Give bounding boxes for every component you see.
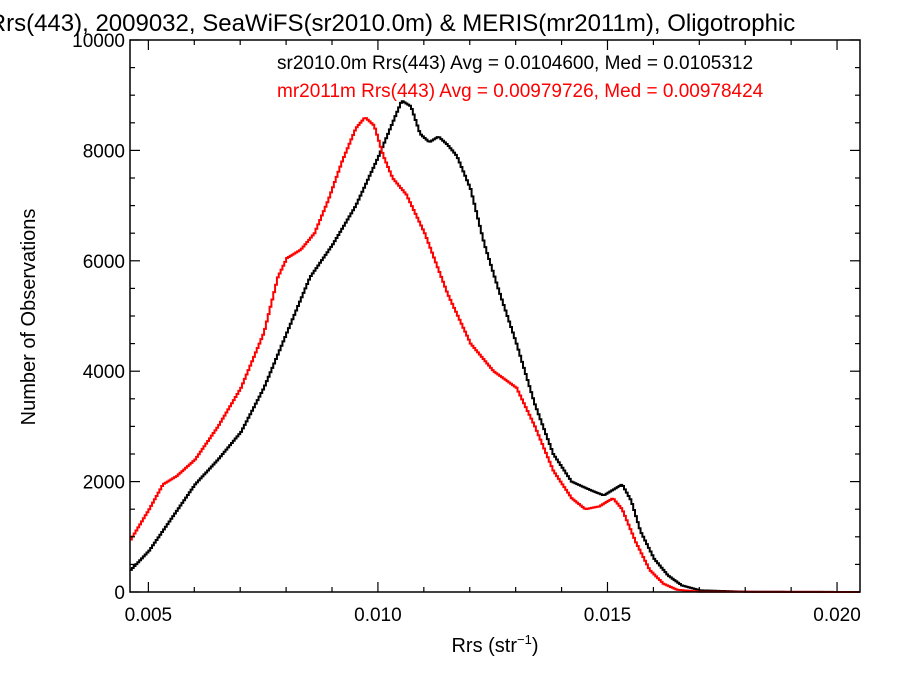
x-axis-label-close: ) <box>532 635 539 657</box>
series-line-mr2011m <box>130 117 860 593</box>
y-tick-label: 8000 <box>83 141 125 162</box>
x-axis-label-superscript: −1 <box>517 632 532 647</box>
y-tick-label: 2000 <box>83 473 125 494</box>
series-line-sr2010.0m <box>130 100 861 593</box>
plot-area <box>130 100 861 593</box>
x-tick-label: 0.010 <box>354 605 402 626</box>
x-tick-label: 0.020 <box>813 605 861 626</box>
y-tick-label: 4000 <box>83 362 125 383</box>
x-axis-label: Rrs (str−1) <box>451 632 538 657</box>
x-tick-label: 0.015 <box>584 605 632 626</box>
legend-entry-mr2011: mr2011m Rrs(443) Avg = 0.00979726, Med =… <box>277 81 764 102</box>
chart-title: Rrs(443), 2009032, SeaWiFS(sr2010.0m) & … <box>0 10 795 37</box>
y-tick-label: 6000 <box>83 252 125 273</box>
y-axis-label: Number of Observations <box>18 209 40 426</box>
axes: 0.005 0.010 0.015 0.020 0 2000 4000 6000 8000 100… <box>72 31 861 626</box>
x-axis-label-main: Rrs (str <box>451 635 517 657</box>
x-tick-label: 0.005 <box>125 605 173 626</box>
legend-entry-sr2010: sr2010.0m Rrs(443) Avg = 0.0104600, Med … <box>277 53 753 74</box>
y-tick-label: 10000 <box>72 31 125 52</box>
y-tick-label: 0 <box>114 583 125 604</box>
